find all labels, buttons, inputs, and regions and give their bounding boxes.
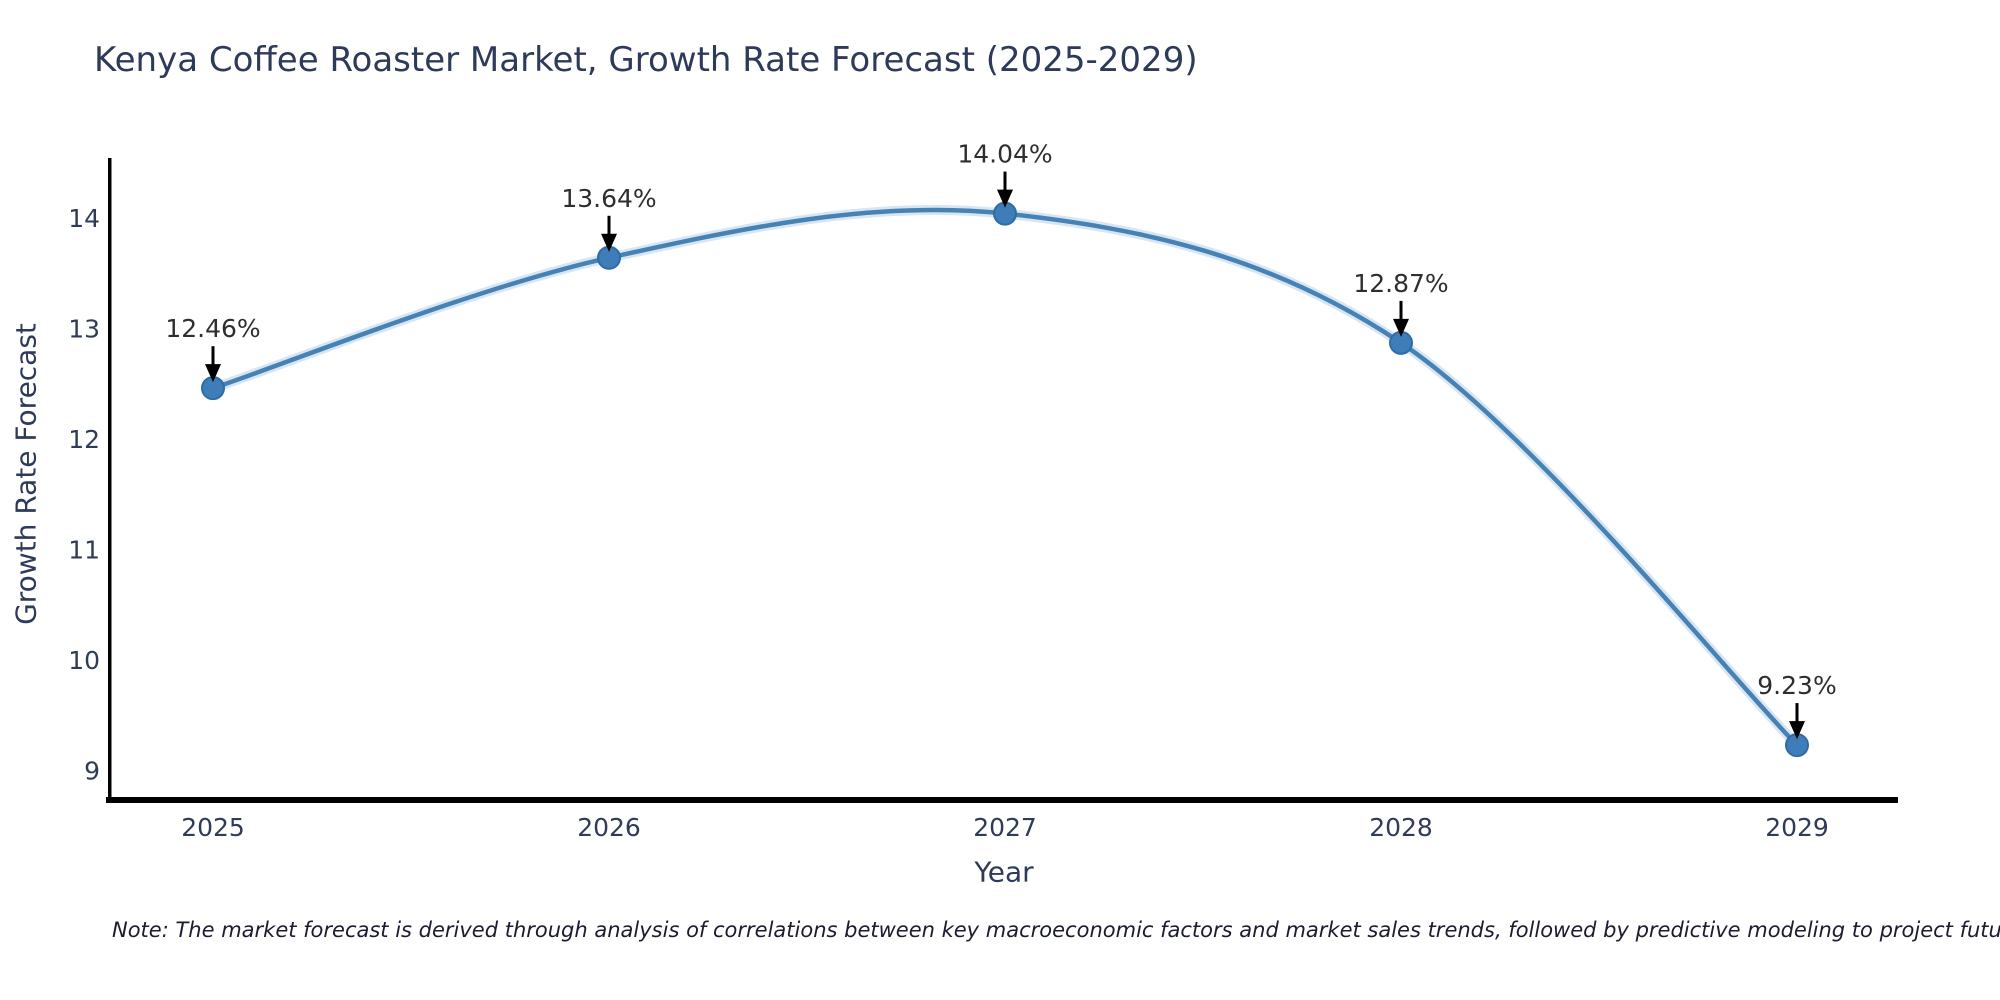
data-point-annotation: 12.46% — [165, 314, 260, 343]
y-tick-label: 10 — [68, 646, 100, 675]
annotation-arrow-head — [997, 189, 1013, 208]
annotation-arrow-head — [205, 364, 221, 383]
data-point-annotation: 12.87% — [1353, 269, 1448, 298]
y-axis-label: Growth Rate Forecast — [9, 323, 43, 625]
chart-title: Kenya Coffee Roaster Market, Growth Rate… — [94, 40, 1198, 80]
x-tick-label: 2025 — [181, 813, 245, 842]
x-tick-label: 2029 — [1765, 813, 1829, 842]
annotation-arrow-head — [601, 233, 617, 252]
y-tick-label: 12 — [68, 425, 100, 454]
y-tick-label: 14 — [68, 204, 100, 233]
annotation-arrow-head — [1393, 318, 1409, 337]
x-tick-label: 2028 — [1369, 813, 1433, 842]
x-tick-label: 2027 — [973, 813, 1037, 842]
data-point-annotation: 13.64% — [561, 184, 656, 213]
x-tick-label: 2026 — [577, 813, 641, 842]
forecast-line-glow — [208, 204, 1802, 751]
y-tick-label: 9 — [84, 757, 100, 786]
y-tick-label: 13 — [68, 315, 100, 344]
y-tick-label: 11 — [68, 536, 100, 565]
x-axis-spine — [106, 797, 1898, 803]
data-point-annotation: 14.04% — [957, 140, 1052, 169]
data-point-annotation: 9.23% — [1757, 671, 1836, 700]
x-axis-label: Year — [974, 855, 1034, 889]
annotation-arrow-head — [1789, 721, 1805, 740]
footnote: Note: The market forecast is derived thr… — [112, 918, 2000, 942]
y-axis-spine — [108, 158, 112, 800]
